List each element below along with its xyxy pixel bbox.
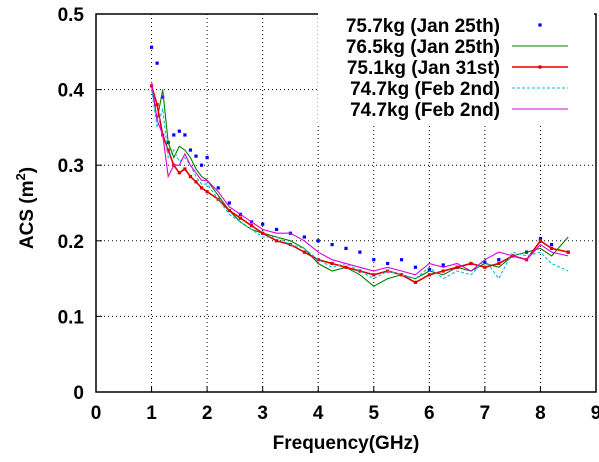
data-point xyxy=(205,156,209,160)
x-tick-label: 3 xyxy=(257,403,268,424)
data-point xyxy=(549,246,554,250)
data-point xyxy=(386,261,390,266)
x-axis-label: Frequency(GHz) xyxy=(273,433,420,454)
data-point xyxy=(205,190,209,194)
x-tick-label: 1 xyxy=(146,403,157,424)
legend-label: 75.7kg (Jan 25th) xyxy=(346,16,500,37)
y-axis-label-superscript: 2 xyxy=(13,173,28,180)
data-point xyxy=(194,180,198,184)
data-point xyxy=(441,263,445,267)
data-point xyxy=(274,239,279,243)
data-point xyxy=(538,236,543,241)
y-axis-label: ACS (m2) xyxy=(13,167,38,249)
x-tick-label: 0 xyxy=(91,403,102,424)
data-point xyxy=(497,258,501,262)
x-tick-label: 5 xyxy=(368,403,379,424)
legend-swatch xyxy=(538,23,542,27)
x-tick-label: 6 xyxy=(424,403,435,424)
data-point xyxy=(199,163,204,167)
data-point xyxy=(413,265,418,269)
y-axis-label-main: ACS (m xyxy=(17,180,38,249)
data-point xyxy=(161,95,165,99)
data-point xyxy=(441,269,445,273)
data-point xyxy=(549,242,554,247)
y-tick-label: 0.1 xyxy=(58,307,85,328)
data-point xyxy=(372,258,376,262)
series-line xyxy=(151,81,569,276)
data-point xyxy=(177,171,181,175)
x-tick-label: 2 xyxy=(202,403,213,424)
data-point xyxy=(413,280,418,284)
tick-layer: 0 1 2 3 4 5 6 7 8 9 0 0.1 0.2 0.3 0.4 0.5 xyxy=(58,5,599,424)
y-tick-label: 0.4 xyxy=(58,81,85,102)
data-point xyxy=(249,224,254,228)
data-point xyxy=(427,273,431,277)
data-point xyxy=(155,103,159,107)
legend-label: 76.5kg (Jan 25th) xyxy=(346,37,500,58)
y-axis-label-close: ) xyxy=(17,167,38,173)
y-tick-label: 0.5 xyxy=(58,5,85,26)
y-tick-label: 0.2 xyxy=(58,232,84,253)
data-point xyxy=(194,154,198,158)
y-tick-label: 0 xyxy=(73,383,84,404)
data-point xyxy=(483,260,487,264)
data-point xyxy=(302,235,306,239)
data-point xyxy=(227,201,231,205)
data-point xyxy=(399,258,404,262)
data-point xyxy=(358,250,362,254)
data-point xyxy=(177,129,181,133)
data-point xyxy=(372,273,376,277)
data-point xyxy=(469,261,473,266)
data-point xyxy=(497,261,501,266)
data-point xyxy=(188,148,193,152)
data-point xyxy=(427,267,431,272)
data-point xyxy=(330,261,334,266)
data-point xyxy=(483,265,487,269)
series-layer xyxy=(149,45,570,287)
x-tick-label: 8 xyxy=(535,403,546,424)
data-point xyxy=(261,231,265,235)
data-point xyxy=(538,239,543,243)
data-point xyxy=(302,250,306,254)
data-point xyxy=(227,208,231,213)
data-point xyxy=(316,239,320,243)
data-point xyxy=(344,246,348,250)
data-point xyxy=(344,265,348,269)
legend-swatch-point xyxy=(538,65,542,69)
legend-label: 74.7kg (Feb 2nd) xyxy=(350,100,500,121)
data-point xyxy=(358,269,362,273)
data-point xyxy=(330,242,334,247)
x-tick-label: 7 xyxy=(480,403,491,424)
data-point xyxy=(149,45,154,49)
data-point xyxy=(274,227,279,232)
legend-label: 74.7kg (Feb 2nd) xyxy=(350,79,500,100)
legend: 75.7kg (Jan 25th)76.5kg (Jan 25th)75.1kg… xyxy=(318,12,594,123)
data-point xyxy=(455,265,459,269)
legend-label: 75.1kg (Jan 31st) xyxy=(347,58,500,79)
data-point xyxy=(172,133,176,137)
data-point xyxy=(188,174,193,179)
x-tick-label: 4 xyxy=(313,403,324,424)
series-5 xyxy=(151,81,569,276)
data-point xyxy=(183,167,187,171)
data-point xyxy=(261,222,265,226)
x-tick-label: 9 xyxy=(591,403,599,424)
data-point xyxy=(399,273,404,277)
data-point xyxy=(199,186,204,190)
data-point xyxy=(566,250,570,254)
data-point xyxy=(149,84,154,88)
data-point xyxy=(238,216,243,220)
y-tick-label: 0.3 xyxy=(58,156,84,177)
data-point xyxy=(216,186,220,190)
data-point xyxy=(166,148,170,152)
data-point xyxy=(155,61,159,65)
data-point xyxy=(183,133,187,137)
